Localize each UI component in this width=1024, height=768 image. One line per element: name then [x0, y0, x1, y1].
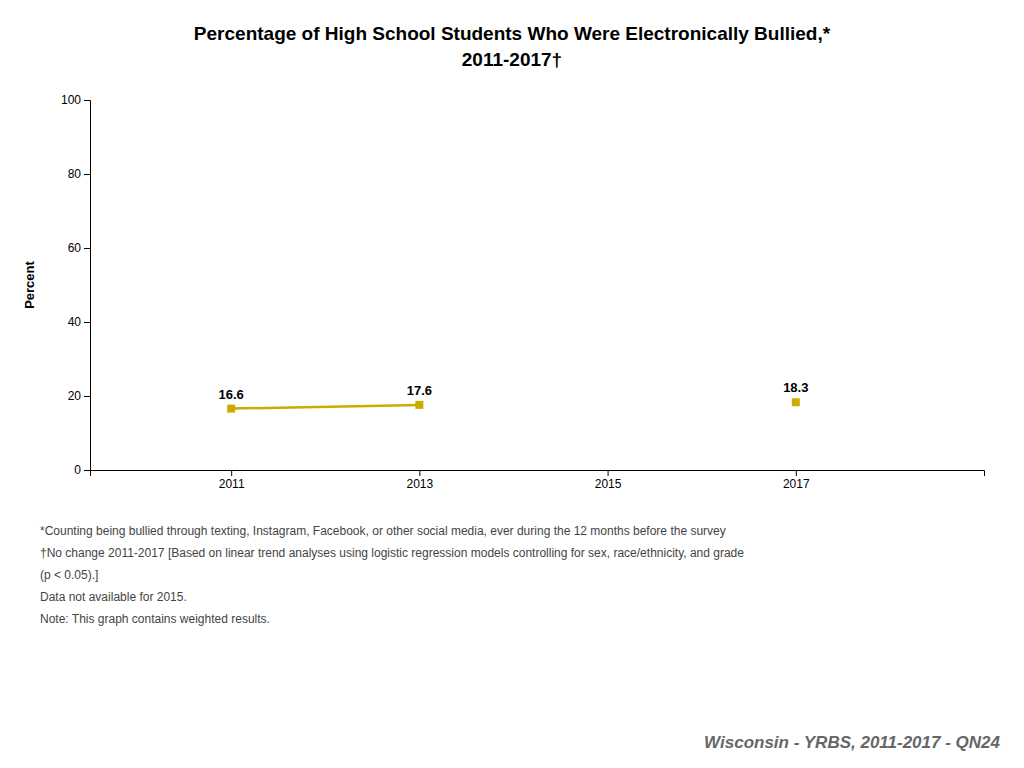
x-tick: 2011	[219, 470, 245, 491]
x-tick-mark	[608, 470, 609, 476]
y-axis-line	[84, 101, 91, 471]
footnote: (p < 0.05).]	[40, 568, 98, 582]
y-tick-label: 40	[68, 315, 82, 329]
y-tick-label: 0	[74, 463, 81, 477]
y-tick-mark	[84, 174, 90, 175]
y-tick-label: 20	[68, 389, 82, 403]
data-labels: 16.6 17.6 18.3	[219, 380, 809, 401]
y-tick-label: 100	[61, 93, 81, 107]
footnote: Data not available for 2015.	[40, 590, 187, 604]
chart-container: Percentage of High School Students Who W…	[0, 0, 1024, 768]
y-tick-mark	[84, 100, 90, 101]
y-tick-mark	[84, 396, 90, 397]
y-tick: 80	[68, 167, 90, 181]
data-label: 17.6	[407, 383, 432, 398]
y-axis: 0 20 40 60 80 100	[61, 93, 91, 477]
data-label: 16.6	[219, 387, 244, 402]
y-tick: 20	[68, 389, 90, 403]
subtitle: 2011-2017†	[462, 49, 562, 70]
footnote: Note: This graph contains weighted resul…	[40, 612, 270, 626]
data-label: 18.3	[783, 380, 808, 395]
y-tick-label: 60	[68, 241, 82, 255]
x-tick: 2017	[783, 470, 810, 491]
plot-area	[227, 398, 800, 412]
y-tick: 0	[74, 463, 90, 477]
footnote: *Counting being bullied through texting,…	[40, 524, 726, 538]
y-tick: 40	[68, 315, 90, 329]
data-point	[415, 401, 423, 409]
y-tick-mark	[84, 322, 90, 323]
footnote: †No change 2011-2017 [Based on linear tr…	[40, 546, 744, 560]
chart-svg: Percentage of High School Students Who W…	[0, 0, 1024, 768]
x-tick-mark	[419, 470, 420, 476]
x-tick-label: 2011	[219, 477, 245, 491]
x-tick-mark	[231, 470, 232, 476]
title: Percentage of High School Students Who W…	[194, 23, 831, 44]
y-tick-label: 80	[68, 167, 82, 181]
data-point	[792, 398, 800, 406]
source: Wisconsin - YRBS, 2011-2017 - QN24	[704, 733, 1000, 752]
data-line	[231, 402, 796, 408]
y-tick: 100	[61, 93, 90, 107]
x-axis-line	[91, 471, 985, 477]
x-axis: 2011 2013 2015 2017	[91, 470, 985, 491]
y-tick-mark	[84, 470, 90, 471]
y-tick: 60	[68, 241, 90, 255]
data-point	[227, 405, 235, 413]
footnotes: *Counting being bullied through texting,…	[40, 524, 744, 626]
x-tick-label: 2013	[407, 477, 434, 491]
y-tick-mark	[84, 248, 90, 249]
x-tick: 2013	[407, 470, 434, 491]
x-tick: 2015	[595, 470, 622, 491]
x-tick-label: 2015	[595, 477, 622, 491]
x-tick-label: 2017	[783, 477, 810, 491]
y-axis-label: Percent	[22, 260, 37, 308]
x-tick-mark	[796, 470, 797, 476]
